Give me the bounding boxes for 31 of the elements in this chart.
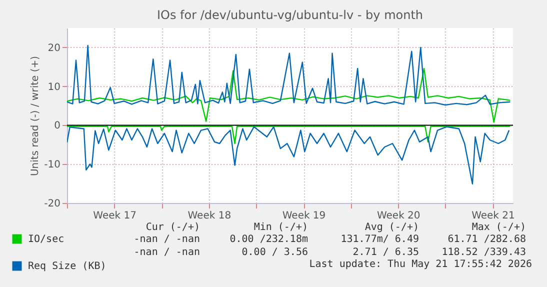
text: 0.00 /232.18m — [230, 234, 308, 245]
legend-label: Req Size (KB) — [28, 261, 106, 272]
text: -nan / -nan — [134, 234, 200, 245]
y-tick-label: 20 — [48, 42, 60, 54]
text: 131.77m/ 6.49 — [340, 234, 419, 245]
chart-title: IOs for /dev/ubuntu-vg/ubuntu-lv - by month — [156, 8, 424, 22]
text: 61.71 /282.68 — [448, 234, 526, 245]
x-tick-label: Week 21 — [472, 210, 515, 222]
text: Avg (-/+) — [364, 222, 419, 233]
text: 0.00 / 3.56 — [242, 247, 308, 258]
line-series — [67, 126, 511, 144]
text: Max (-/+) — [472, 222, 526, 233]
x-tick-label: Week 18 — [188, 210, 232, 222]
text: 118.52 /339.43 — [442, 247, 526, 258]
y-tick-label: 0 — [54, 120, 60, 132]
text: Min (-/+) — [254, 222, 308, 233]
line-series — [67, 44, 511, 106]
legend-label: IO/sec — [28, 234, 64, 245]
line-series — [67, 126, 510, 185]
y-tick-label: -10 — [44, 160, 60, 171]
line-series — [67, 68, 511, 123]
x-tick-label: Week 19 — [282, 210, 326, 222]
text: 2.71 / 6.35 — [352, 247, 419, 258]
text: Cur (-/+) — [146, 222, 200, 233]
text: Last update: Thu May 21 17:55:42 2026 — [309, 259, 532, 270]
x-tick-label: Week 20 — [376, 210, 420, 222]
y-axis-title: Units read (-) / write (+) — [30, 56, 42, 176]
y-tick-label: 10 — [48, 82, 60, 93]
y-tick-label: -20 — [44, 198, 60, 210]
x-tick-label: Week 17 — [93, 210, 136, 222]
text: -nan / -nan — [134, 247, 200, 258]
